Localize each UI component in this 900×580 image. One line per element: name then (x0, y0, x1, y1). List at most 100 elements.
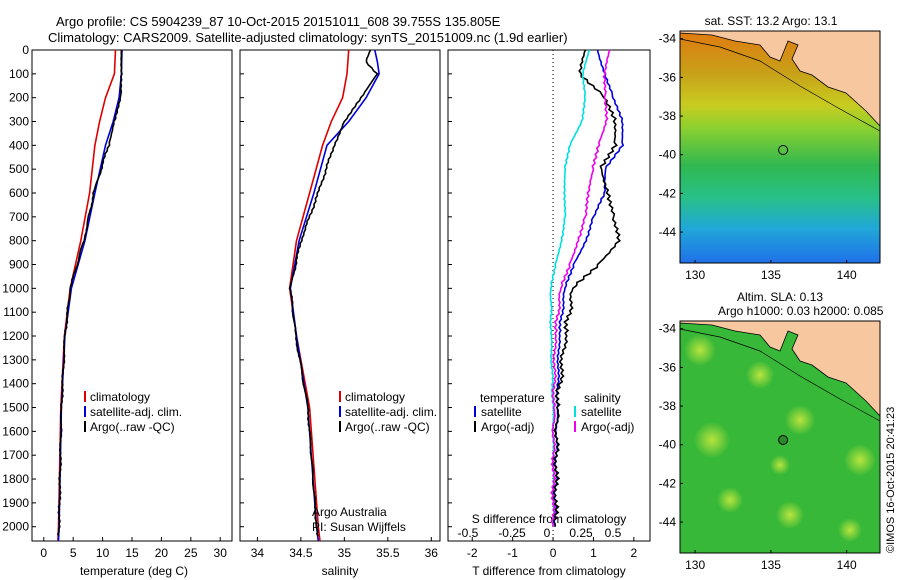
y-tick-label: 500 (9, 162, 29, 176)
sla-anomaly (694, 422, 730, 458)
x-tick-label: -2 (467, 546, 478, 560)
sla-anomaly (684, 334, 716, 366)
plot-frame-temperature (31, 49, 233, 542)
land-mass (679, 320, 881, 418)
sla-anomaly (844, 444, 876, 476)
map-title-sla-line2: Argo h1000: 0.03 h2000: 0.085 (718, 304, 884, 318)
map-lon-label: 135 (761, 268, 781, 282)
x-tick-label: 35 (338, 546, 352, 560)
x-tick-label: 34 (251, 546, 265, 560)
map-lon-label: 140 (837, 268, 857, 282)
chart-title-line1: Argo profile: CS 5904239_87 10-Oct-2015 … (56, 14, 501, 29)
map-lat-label: -34 (659, 32, 677, 46)
series-argo (57, 49, 123, 537)
y-tick-label: 1100 (3, 305, 29, 319)
shelf-contour (679, 38, 881, 132)
map-lat-label: -44 (659, 225, 677, 239)
plot-frame-differences (447, 49, 651, 542)
y-tick-label: 1500 (2, 401, 29, 415)
map-sst (679, 30, 881, 264)
y-tick-label: 700 (9, 210, 29, 224)
x-tick-label: 5 (70, 546, 77, 560)
map-lon-label: 140 (837, 558, 857, 572)
map-lat-label: -36 (659, 70, 677, 84)
legend-header: temperature (480, 391, 545, 405)
x-axis-label: salinity (322, 564, 359, 578)
sla-anomaly (717, 487, 743, 513)
map-lat-label: -36 (659, 360, 677, 374)
legend-label: satellite-adj. clim. (90, 405, 182, 419)
x-tick-label: 30 (214, 546, 228, 560)
y-tick-label: 1900 (2, 496, 29, 510)
map-lon-label: 135 (761, 558, 781, 572)
y-tick-label: 1600 (2, 424, 29, 438)
series-climatology (288, 49, 350, 542)
x-tick-label: 36 (425, 546, 439, 560)
x-tick-label: 20 (155, 546, 169, 560)
y-tick-label: 1700 (2, 448, 29, 462)
series-temperature-argo (551, 49, 621, 527)
sla-anomaly (838, 518, 862, 542)
x-tick-label: -1 (507, 546, 518, 560)
y-tick-label: 1300 (2, 353, 29, 367)
legend-label: climatology (345, 390, 405, 404)
top-axis-label: S difference from climatology (472, 512, 627, 526)
top-tick-label: 0.25 (569, 526, 593, 540)
x-tick-label: 34.5 (289, 546, 313, 560)
legend-label: Argo(..raw -QC) (345, 420, 430, 434)
map-lat-label: -44 (659, 515, 677, 529)
x-tick-label: 1 (590, 546, 597, 560)
annotation-line: Argo Australia (312, 505, 387, 519)
series-salinity-argo (550, 49, 611, 527)
sla-anomaly (746, 361, 774, 389)
imos-watermark: ©IMOS 16-Oct-2015 20:41:23 (885, 406, 897, 553)
map-lat-label: -40 (659, 438, 677, 452)
map-lat-label: -42 (659, 476, 677, 490)
map-lat-label: -40 (659, 148, 677, 162)
x-tick-label: 15 (125, 546, 139, 560)
map-lat-label: -34 (659, 322, 677, 336)
top-tick-label: -0.25 (498, 526, 526, 540)
legend-label: Argo(-adj) (581, 420, 634, 434)
legend-label: climatology (90, 390, 150, 404)
map-frame (679, 320, 881, 554)
plot-frame-salinity (239, 49, 441, 542)
legend-label: satellite-adj. clim. (345, 405, 437, 419)
map-title-sst: sat. SST: 13.2 Argo: 13.1 (705, 14, 838, 28)
map-frame (679, 30, 881, 264)
legend-header: salinity (584, 391, 621, 405)
y-tick-label: 2000 (2, 520, 29, 534)
sla-anomaly (770, 455, 790, 475)
x-axis-label: T difference from climatology (472, 564, 626, 578)
top-tick-label: 0 (544, 526, 551, 540)
map-lat-label: -38 (659, 399, 677, 413)
series-salinity-satellite (549, 49, 591, 527)
x-tick-label: 25 (184, 546, 198, 560)
shelf-contour (679, 328, 881, 422)
argo-float-marker (778, 144, 789, 155)
x-tick-label: 35.5 (376, 546, 400, 560)
x-tick-label: 2 (630, 546, 637, 560)
map-title-sla-line1: Altim. SLA: 0.13 (737, 290, 823, 304)
y-tick-label: 600 (9, 186, 29, 200)
chart-title-line2: Climatology: CARS2009. Satellite-adjuste… (48, 30, 568, 45)
y-tick-label: 1200 (2, 329, 29, 343)
y-tick-label: 100 (9, 67, 29, 81)
legend-label: satellite (581, 405, 622, 419)
x-tick-label: 10 (96, 546, 110, 560)
y-tick-label: 400 (9, 138, 29, 152)
y-tick-label: 200 (9, 91, 29, 105)
legend-label: Argo(-adj) (481, 420, 534, 434)
series-argo (288, 49, 379, 537)
y-tick-label: 800 (9, 234, 29, 248)
map-lat-label: -38 (659, 109, 677, 123)
land-mass (679, 30, 881, 128)
y-tick-label: 1800 (2, 472, 29, 486)
y-tick-label: 900 (9, 258, 29, 272)
y-tick-label: 300 (9, 115, 29, 129)
x-tick-label: 0 (40, 546, 47, 560)
sla-anomaly (785, 405, 815, 435)
map-sla (679, 320, 881, 554)
top-tick-label: -0.5 (458, 526, 479, 540)
